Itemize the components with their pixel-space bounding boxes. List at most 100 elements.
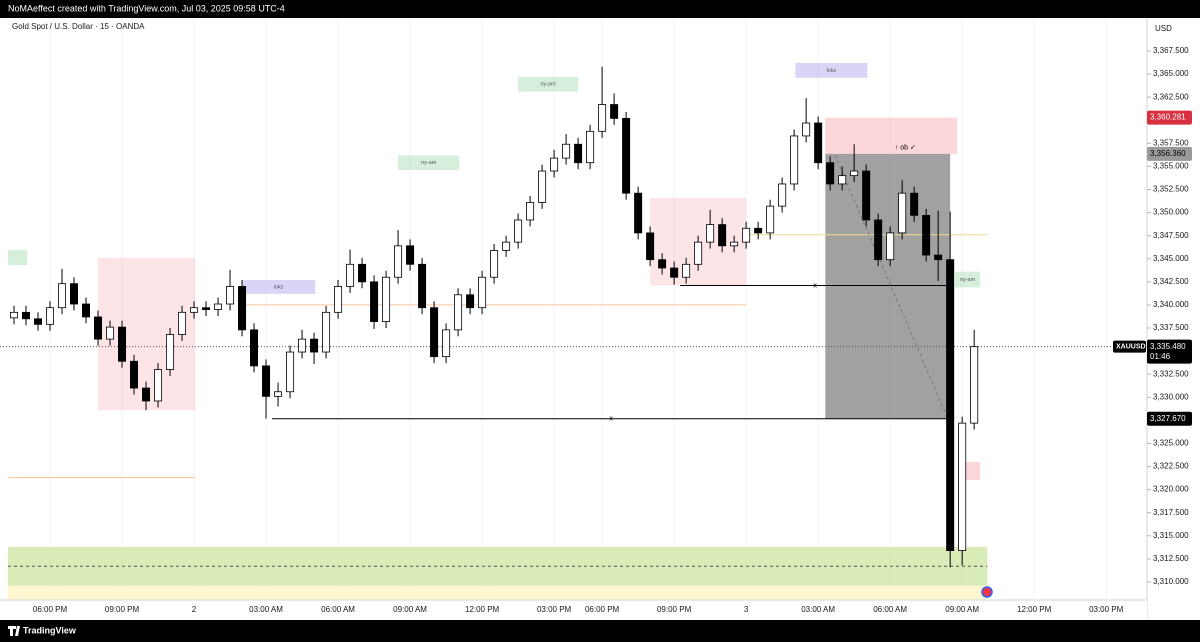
candle-body [970,346,979,424]
level-label: x [813,282,817,289]
y-tick-label: 3,357.500 [1153,138,1189,147]
y-tick-label: 3,312.500 [1153,554,1189,563]
price-label-box [1147,146,1192,161]
candle-body [70,283,79,305]
candle-body [658,259,667,269]
x-tick-label: 06:00 AM [321,605,355,614]
candle-body [406,245,415,265]
y-tick-label: 3,355.000 [1153,162,1189,171]
price-label-box [1147,110,1192,125]
candle-body [862,170,871,221]
candle-body [346,263,355,287]
candle-body [238,286,247,331]
y-tick-label: 3,310.000 [1153,577,1189,586]
price-label: 3,360.281 [1150,113,1186,122]
candle-body [466,294,475,309]
axes: 06:00 PM 09:00 PM 2 03:00 AM 06:00 AM 09:00 A… [33,46,1192,614]
y-tick-label: 3,322.500 [1153,462,1189,471]
candle-body [670,267,679,278]
zone [825,153,951,419]
zone-label: ↑ ob ✓ [895,145,916,152]
plot-area: ↑ ob ✓ lokz ny-am ny-pm lokz ny-am x x [0,18,1147,600]
time-axis [0,600,1147,620]
candle-body [538,170,547,203]
candle-body [814,122,823,164]
candle-body [34,318,43,325]
y-tick-label: 3,352.500 [1153,185,1189,194]
y-tick-label: 3,330.000 [1153,392,1189,401]
candle-body [874,219,883,261]
zone-label: lokz [826,68,836,74]
candle-body [886,232,895,261]
candle-body [526,202,535,221]
candle-body [622,117,631,194]
candle-body [742,227,751,243]
candle-body [298,338,307,353]
level-label: x [609,416,613,423]
x-tick-label: 06:00 PM [585,605,620,614]
candle-body [574,143,583,164]
zone-label: ny-am [421,160,437,166]
x-tick-label: 12:00 PM [1017,605,1052,614]
price-label: 3,327.670 [1150,414,1186,423]
candle-body [718,224,727,247]
candle-body [250,329,259,367]
x-tick-label: 06:00 AM [873,605,907,614]
candle-body [514,219,523,243]
x-tick-label: 09:00 PM [105,605,140,614]
brand-logo [8,626,20,636]
y-tick-label: 3,325.000 [1153,439,1189,448]
candle-body [634,192,643,234]
candle-body [166,334,175,370]
candle-body [934,254,943,261]
candle-body [202,307,211,310]
candle-body [586,130,595,164]
candle-body [394,245,403,278]
zone [518,76,579,92]
zone [954,271,981,288]
candle-body [442,329,451,358]
candle-body [790,135,799,185]
candle-body [130,360,139,389]
zone-label: ny-pm [540,82,556,88]
y-tick-label: 3,367.500 [1153,46,1189,55]
candle-body [838,175,847,185]
x-tick-label: 12:00 PM [465,605,500,614]
zone [795,62,868,78]
candle-body [46,307,55,325]
candle-body [430,307,439,358]
candle-body [310,338,319,353]
candle-body [646,232,655,261]
x-tick-label: 09:00 PM [657,605,692,614]
candle-body [226,286,235,305]
candle-body [154,369,163,402]
candle-body [10,311,19,319]
x-tick-label: 03:00 PM [537,605,572,614]
candle-body [502,241,511,251]
zone-label: ny-am [960,277,976,283]
candle-body [778,183,787,207]
y-tick-label: 3,337.500 [1153,323,1189,332]
x-tick-label: 09:00 AM [393,605,427,614]
x-tick-label: 06:00 PM [33,605,68,614]
symbol-tag [1113,340,1146,353]
candle-body [370,281,379,322]
candle-body [694,241,703,265]
candle-body [922,214,931,256]
candle-body [82,303,91,318]
zone [825,117,958,154]
x-tick-label: 2 [192,605,197,614]
currency: USD [1155,24,1172,33]
candle-body [730,241,739,247]
zone [242,280,316,294]
x-tick-label: 03:00 AM [249,605,283,614]
candle-body [826,162,835,185]
candle-body [334,286,343,313]
price-label: 3,356.360 [1150,149,1186,158]
x-tick-label: 3 [744,605,749,614]
candle-body [118,326,127,362]
candle-body [286,351,295,393]
y-tick-label: 3,347.500 [1153,231,1189,240]
candle-body [274,391,283,397]
